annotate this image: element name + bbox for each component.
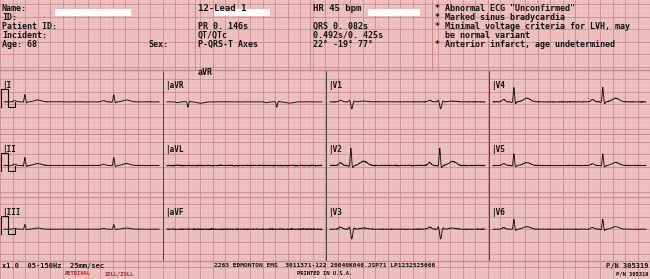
Text: |I: |I: [2, 81, 11, 90]
Text: * Minimal voltage criteria for LVH, may: * Minimal voltage criteria for LVH, may: [435, 22, 630, 31]
Text: |V5: |V5: [491, 145, 505, 153]
Text: Sex:: Sex:: [148, 40, 168, 49]
Text: 0.492s/0. 425s: 0.492s/0. 425s: [313, 31, 383, 40]
Text: |V1: |V1: [328, 81, 342, 90]
Text: 2263 EDMONTON EMS  3011371-122 20040K046.JSP71 LP1232525666: 2263 EDMONTON EMS 3011371-122 20040K046.…: [214, 263, 436, 268]
Text: 12-Lead 1: 12-Lead 1: [198, 4, 246, 13]
Text: 22° -19° 77°: 22° -19° 77°: [313, 40, 373, 49]
Text: PRINTED IN U.S.A.: PRINTED IN U.S.A.: [298, 271, 352, 276]
Text: QRS 0. 082s: QRS 0. 082s: [313, 22, 368, 31]
Bar: [214, 9, 270, 16]
Text: RETRIVAL: RETRIVAL: [65, 271, 91, 276]
Text: |V3: |V3: [328, 208, 342, 217]
Text: ID:: ID:: [2, 13, 17, 22]
Bar: [55, 9, 131, 16]
Text: Incident:: Incident:: [2, 31, 47, 40]
Text: |V6: |V6: [491, 208, 505, 217]
Text: P-QRS-T Axes: P-QRS-T Axes: [198, 40, 258, 49]
Text: |III: |III: [2, 208, 21, 217]
Text: |V2: |V2: [328, 145, 342, 153]
Text: * Marked sinus bradycardia: * Marked sinus bradycardia: [435, 13, 565, 22]
Text: QT/QTc: QT/QTc: [198, 31, 228, 40]
Text: |V4: |V4: [491, 81, 505, 90]
Text: Age: 68: Age: 68: [2, 40, 37, 49]
Bar: [368, 9, 420, 16]
Text: x1.0  05-150Hz  25mm/sec: x1.0 05-150Hz 25mm/sec: [2, 263, 104, 269]
Text: |II: |II: [2, 145, 16, 153]
Text: Name:: Name:: [2, 4, 27, 13]
Text: |aVL: |aVL: [165, 145, 183, 153]
Text: PR 0. 146s: PR 0. 146s: [198, 22, 248, 31]
Text: ZOLL/ZOLL: ZOLL/ZOLL: [105, 271, 135, 276]
Text: P/N 305319: P/N 305319: [606, 263, 648, 269]
Text: P/N 305319: P/N 305319: [616, 271, 648, 276]
Text: |aVF: |aVF: [165, 208, 183, 217]
Text: |aVR: |aVR: [165, 81, 183, 90]
Text: HR 45 bpm: HR 45 bpm: [313, 4, 361, 13]
Text: aVR: aVR: [198, 68, 213, 77]
Text: * Anterior infarct, age undetermined: * Anterior infarct, age undetermined: [435, 40, 615, 49]
Text: be normal variant: be normal variant: [435, 31, 530, 40]
Text: Patient ID:: Patient ID:: [2, 22, 57, 31]
Text: * Abnormal ECG "Unconfirmed": * Abnormal ECG "Unconfirmed": [435, 4, 575, 13]
